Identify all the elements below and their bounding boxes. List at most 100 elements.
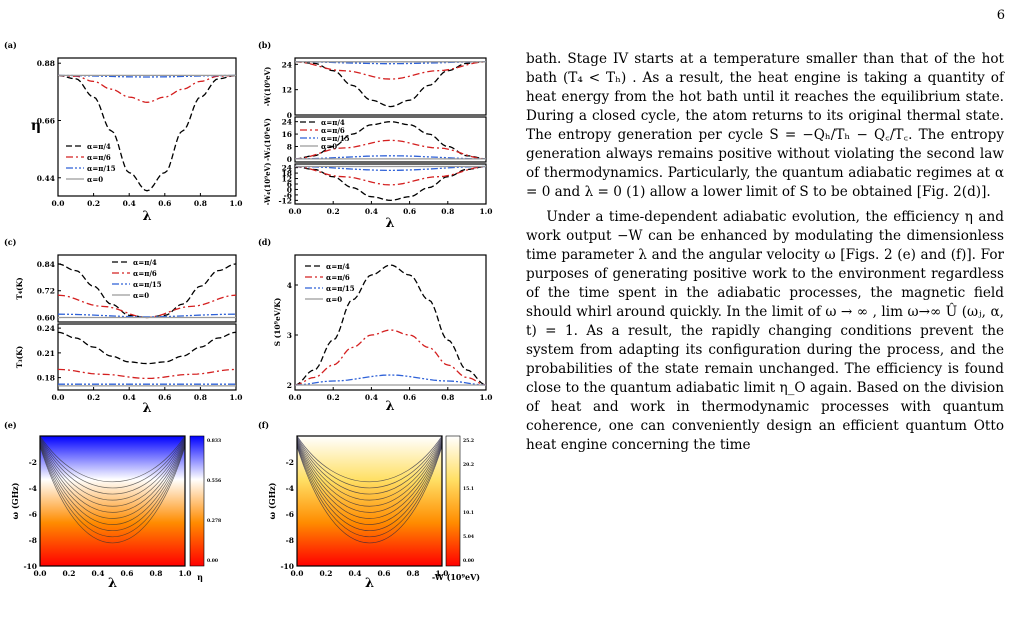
panel-e-contour xyxy=(39,440,186,507)
panel-b1-series xyxy=(294,61,487,108)
panel-e-xtick-label: 0.6 xyxy=(120,569,133,578)
panel-b3-ytick-label: 0 xyxy=(287,185,292,194)
panel-c2-axes xyxy=(57,323,237,391)
panel-a-xtick-label: 0.4 xyxy=(123,199,136,208)
panel-b1-frame xyxy=(294,57,487,116)
figure-panels: (a) (b)(c) (d)(e) (f)0.0 0.2 0.4 0.6 0.8 1.00.44… xyxy=(4,40,493,591)
panel-d-xtick-label: 0.4 xyxy=(365,393,378,402)
panel-label: (b) xyxy=(258,40,271,50)
panel-e-contour xyxy=(39,446,186,544)
panel-a-frame xyxy=(57,57,237,197)
panel-f-ytick-label: -6 xyxy=(286,510,294,519)
panel-a-legend-entry: α=0 xyxy=(87,175,103,184)
panel-e-ylabel: ω (GHz) xyxy=(10,482,20,519)
panel-b1-ytick-label: 12 xyxy=(282,86,292,95)
panel-d-axes xyxy=(294,254,487,391)
panel-f-xtick-label: 0.6 xyxy=(377,569,390,578)
panel-e-contour xyxy=(39,436,186,489)
panel-b1-ylabel: -W(10⁹eV) xyxy=(263,67,272,107)
panel-b1-series xyxy=(294,61,487,80)
panel-label: (a) xyxy=(4,40,17,50)
panel-e-xtick-label: 0.0 xyxy=(33,569,46,578)
panel-c2-series xyxy=(57,368,237,380)
panel-b3-ytick-label: -6 xyxy=(284,191,292,200)
panel-f-xtick-label: 0.8 xyxy=(406,569,419,578)
panel-c-legend-entry: α=π/6 xyxy=(133,269,157,278)
body-text-column: bath. Stage IV starts at a temperature s… xyxy=(526,50,1004,461)
panel-e-ytick-label: -4 xyxy=(29,484,37,493)
panel-d-series xyxy=(294,264,487,386)
panel-e-ytick-label: -8 xyxy=(29,536,37,545)
panel-f-contour xyxy=(296,446,443,544)
panel-d-legend-entry: α=π/4 xyxy=(326,262,350,271)
panel-e-contour xyxy=(39,442,186,519)
panel-d-xtick-label: 0.0 xyxy=(288,393,301,402)
panel-f-xtick-label: 0.0 xyxy=(290,569,303,578)
panel-a-xtick-label: 0.0 xyxy=(51,199,64,208)
panel-b2-ytick-label: 8 xyxy=(287,142,292,151)
panel-b3-xtick-label: 0.6 xyxy=(403,207,416,216)
paragraph-2: Under a time-dependent adiabatic evoluti… xyxy=(526,209,1004,453)
panel-c-legend-entry: α=π/15 xyxy=(133,280,162,289)
panel-label: (c) xyxy=(4,237,17,247)
panel-c1-ytick-label: 0.60 xyxy=(37,314,55,323)
panel-f-colorbar-tick: 0.00 xyxy=(463,558,474,564)
panel-c2-ytick-label: 0.21 xyxy=(37,349,55,358)
panel-f-contour xyxy=(296,436,443,489)
panel-b3-ytick-label: -12 xyxy=(278,196,292,205)
panel-c2-xtick-label: 0.0 xyxy=(51,393,64,402)
panel-label: (f) xyxy=(258,420,269,430)
panel-c2-ytick-label: 0.18 xyxy=(37,374,55,383)
panel-d-series xyxy=(294,329,487,386)
panel-f-ytick-label: -8 xyxy=(286,536,294,545)
panel-e-colorbar-tick: 0.00 xyxy=(207,558,218,564)
panel-a-axes xyxy=(57,57,237,197)
page-number: 6 xyxy=(996,8,1005,23)
panel-b1-axes xyxy=(294,57,487,116)
panel-c2-xtick-label: 0.8 xyxy=(194,393,207,402)
panel-e-contour xyxy=(39,445,186,538)
panel-b3-series xyxy=(294,165,487,186)
panel-f-contour xyxy=(296,437,443,495)
panel-e-ytick-label: -10 xyxy=(23,562,37,571)
panel-f-contour xyxy=(296,441,443,513)
panel-d-legend-entry: α=π/15 xyxy=(326,284,355,293)
panel-e-contour xyxy=(39,437,186,495)
panel-b1-ytick-label: 0 xyxy=(287,111,292,120)
panel-f-colorbar-label: -W (10⁹eV) xyxy=(432,572,480,582)
panel-c-xlabel: λ xyxy=(142,401,151,416)
panel-a-ytick-label: 0.66 xyxy=(37,116,55,125)
panel-e-contour xyxy=(39,444,186,532)
panel-f-ylabel: ω (GHz) xyxy=(267,482,277,519)
panel-f-contour xyxy=(296,440,443,507)
panel-c2-frame xyxy=(57,323,237,391)
panel-f-ytick-label: -10 xyxy=(280,562,294,571)
panel-b3-series xyxy=(294,165,487,172)
panel-d-ytick-label: 2 xyxy=(287,381,292,390)
panel-f-colorbar-tick: 15.1 xyxy=(463,486,474,492)
panel-b-legend-entry: α=π/4 xyxy=(321,118,345,127)
panel-e-field xyxy=(40,436,185,566)
panel-a-xtick-label: 0.6 xyxy=(158,199,171,208)
panel-f-contour xyxy=(296,438,443,501)
panel-d-ylabel: S (10⁹eV/K) xyxy=(273,298,282,347)
panel-c2-xtick-label: 0.2 xyxy=(87,393,100,402)
panel-d-series xyxy=(294,374,487,386)
panel-c2-ylabel: T₃(K) xyxy=(15,346,24,368)
panel-e-contour xyxy=(39,443,186,525)
panel-d-legend-entry: α=0 xyxy=(326,295,342,304)
panel-c2-xtick-label: 1.0 xyxy=(229,393,242,402)
panel-c1-frame xyxy=(57,254,237,323)
panel-b2-series xyxy=(294,121,487,160)
panel-f-ytick-label: -2 xyxy=(286,458,294,467)
panel-d-ytick-label: 4 xyxy=(287,281,292,290)
panel-b3-ytick-label: 12 xyxy=(282,175,292,184)
panel-f-colorbar-tick: 10.1 xyxy=(463,510,474,516)
panel-b-legend-entry: α=π/6 xyxy=(321,126,345,135)
panel-a-xtick-label: 1.0 xyxy=(229,199,242,208)
panel-b3-xtick-label: 0.4 xyxy=(365,207,378,216)
panel-f-xlabel: λ xyxy=(365,576,374,591)
panel-f-frame xyxy=(296,435,443,567)
panel-b3-xtick-label: 0.0 xyxy=(288,207,301,216)
panel-e-colorbar xyxy=(189,435,205,567)
